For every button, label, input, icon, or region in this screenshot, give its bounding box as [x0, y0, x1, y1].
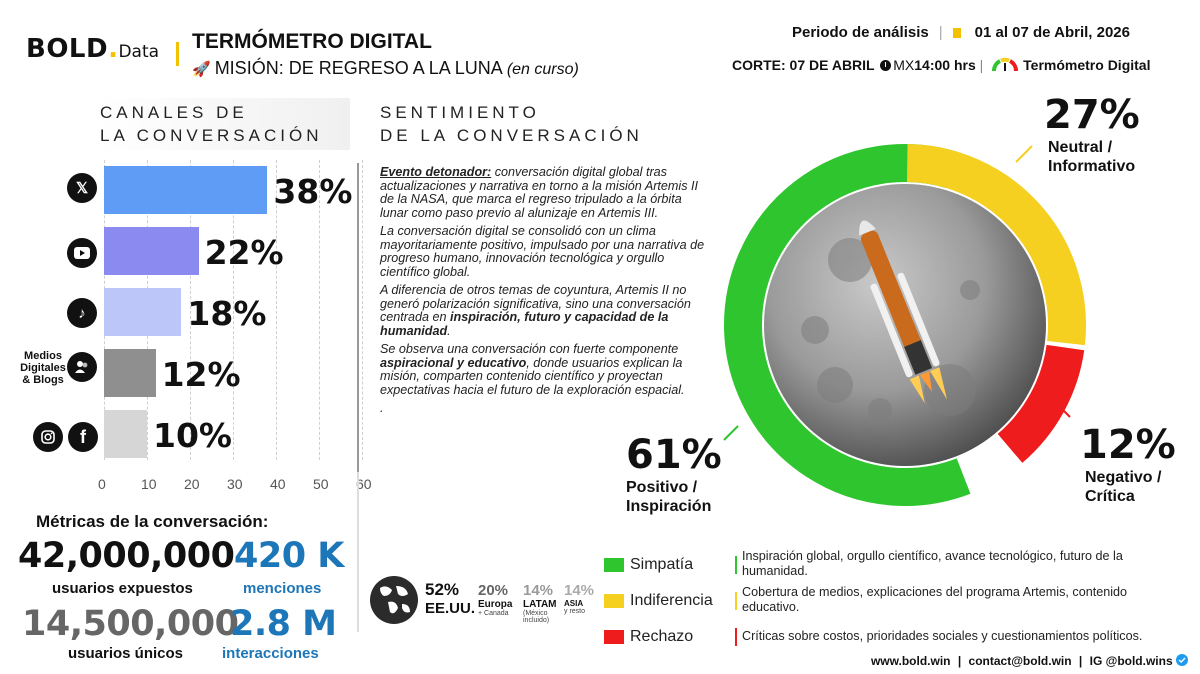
mentions-value: 420 K — [234, 536, 344, 576]
gridline — [233, 160, 234, 460]
cutoff-info: CORTE: 07 DE ABRIL MX14:00 hrs | Termóme… — [732, 57, 1151, 73]
negative-label: Negativo / Crítica — [1085, 469, 1162, 505]
bar-data-label: 22% — [204, 233, 284, 272]
simpatia-description: Inspiración global, orgullo científico, … — [742, 549, 1123, 578]
x-tick-label: 50 — [313, 476, 329, 492]
bar — [104, 288, 182, 336]
rocket-icon: 🚀 — [192, 61, 211, 78]
clock-icon — [880, 60, 892, 71]
interactions-value: 2.8 M — [230, 604, 337, 644]
youtube-icon — [67, 238, 97, 268]
verified-icon — [1176, 654, 1188, 666]
bar-data-label: 12% — [161, 355, 241, 394]
page-title: TERMÓMETRO DIGITAL — [192, 30, 432, 53]
interactions-label: interacciones — [222, 645, 319, 662]
x-tick-label: 60 — [356, 476, 372, 492]
sentiment-title: SENTIMIENTO DE LA CONVERSACIÓN — [380, 103, 643, 145]
geo-latam: 14% LATAM (México incluido) — [523, 582, 557, 624]
x-icon: 𝕏 — [67, 173, 97, 203]
bar-data-label: 38% — [273, 172, 353, 211]
rechazo-bar — [735, 628, 737, 646]
neutral-percentage: 27% — [1044, 92, 1140, 138]
donut-slice — [997, 344, 1085, 463]
indiferencia-description: Cobertura de medios, explicaciones del p… — [742, 585, 1128, 614]
thermometer-gauge-icon — [992, 57, 1019, 72]
geo-us: 52% EE.UU. — [425, 580, 476, 617]
indiferencia-swatch — [604, 594, 624, 608]
instagram-link[interactable]: IG @bold.wins — [1089, 654, 1173, 668]
unique-users-value: 14,500,000 — [22, 604, 239, 644]
rechazo-label: Rechazo — [630, 628, 694, 645]
bar — [104, 227, 199, 275]
donut-slices — [724, 144, 1086, 506]
instagram-icon — [33, 422, 63, 452]
indiferencia-label: Indiferencia — [630, 592, 713, 609]
bar-data-label: 10% — [153, 416, 232, 455]
gridline — [319, 160, 320, 460]
mentions-label: menciones — [243, 580, 322, 597]
channels-title: CANALES DE LA CONVERSACIÓN — [100, 103, 323, 145]
vertical-divider-lower — [357, 472, 359, 632]
footer-contact: www.bold.win | contact@bold.win | IG @bo… — [871, 654, 1188, 668]
geo-europe: 20% Europa + Canada — [478, 582, 513, 617]
facebook-icon: f — [68, 422, 98, 452]
bar — [104, 410, 147, 458]
negative-percentage: 12% — [1080, 422, 1176, 468]
gridline — [276, 160, 277, 460]
paragraph-1: Evento detonador: conversación digital g… — [380, 165, 699, 220]
bar — [104, 166, 268, 214]
subtitle-status: (en curso) — [506, 61, 579, 78]
simpatia-label: Simpatía — [630, 556, 694, 573]
bar — [104, 349, 156, 397]
channels-header-shade — [100, 98, 350, 150]
positive-leader-line — [723, 425, 739, 441]
rechazo-swatch — [604, 630, 624, 644]
gridline — [362, 160, 363, 460]
analysis-period: Periodo de análisis | 01 al 07 de Abril, 2… — [792, 24, 1130, 41]
period-marker — [952, 28, 961, 38]
page-subtitle: 🚀 MISIÓN: DE REGRESO A LA LUNA (en curso) — [192, 58, 579, 78]
bold-data-logo: BOLD.Data — [26, 34, 160, 64]
neutral-label: Neutral / Informativo — [1048, 139, 1136, 175]
globe-icon — [370, 576, 418, 624]
rechazo-description: Críticas sobre costos, prioridades socia… — [742, 629, 1143, 643]
x-tick-label: 10 — [141, 476, 157, 492]
tiktok-icon: ♪ — [67, 298, 97, 328]
simpatia-bar — [735, 556, 737, 574]
positive-label: Positivo / Inspiración — [626, 479, 712, 515]
x-tick-label: 40 — [270, 476, 286, 492]
rocket-illustration — [859, 220, 948, 404]
paragraph-2: La conversación digital se consolidó con… — [380, 224, 705, 279]
sentiment-description: Evento detonador: conversación digital g… — [380, 165, 710, 416]
website-link[interactable]: www.bold.win — [870, 654, 951, 668]
x-tick-label: 20 — [184, 476, 200, 492]
header-divider — [176, 42, 179, 66]
paragraph-3: A diferencia de otros temas de coyuntura… — [380, 283, 691, 338]
bar-data-label: 18% — [187, 294, 267, 333]
donut-slice — [906, 144, 1086, 346]
simpatia-swatch — [604, 558, 624, 572]
vertical-divider — [357, 163, 359, 473]
metrics-title: Métricas de la conversación: — [36, 512, 269, 531]
exposed-users-label: usuarios expuestos — [52, 580, 193, 597]
geo-asia: 14% ASIA y resto — [564, 582, 595, 615]
indiferencia-bar — [735, 592, 737, 610]
exposed-users-value: 42,000,000 — [18, 536, 235, 576]
paragraph-5: . — [380, 401, 384, 415]
positive-percentage: 61% — [626, 432, 722, 478]
negative-leader-line — [1055, 402, 1071, 418]
media-blogs-label: Medios Digitales & Blogs — [20, 350, 66, 386]
gridline — [190, 160, 191, 460]
blogs-icon — [67, 352, 97, 382]
donut-slice — [724, 144, 971, 506]
sentiment-donut-chart — [724, 144, 1086, 506]
neutral-leader-line — [1015, 145, 1033, 163]
paragraph-4: Se observa una conversación con fuerte c… — [380, 342, 685, 397]
email-link[interactable]: contact@bold.win — [968, 654, 1072, 668]
x-tick-label: 30 — [227, 476, 243, 492]
unique-users-label: usuarios únicos — [68, 645, 184, 662]
x-tick-label: 0 — [98, 476, 106, 492]
